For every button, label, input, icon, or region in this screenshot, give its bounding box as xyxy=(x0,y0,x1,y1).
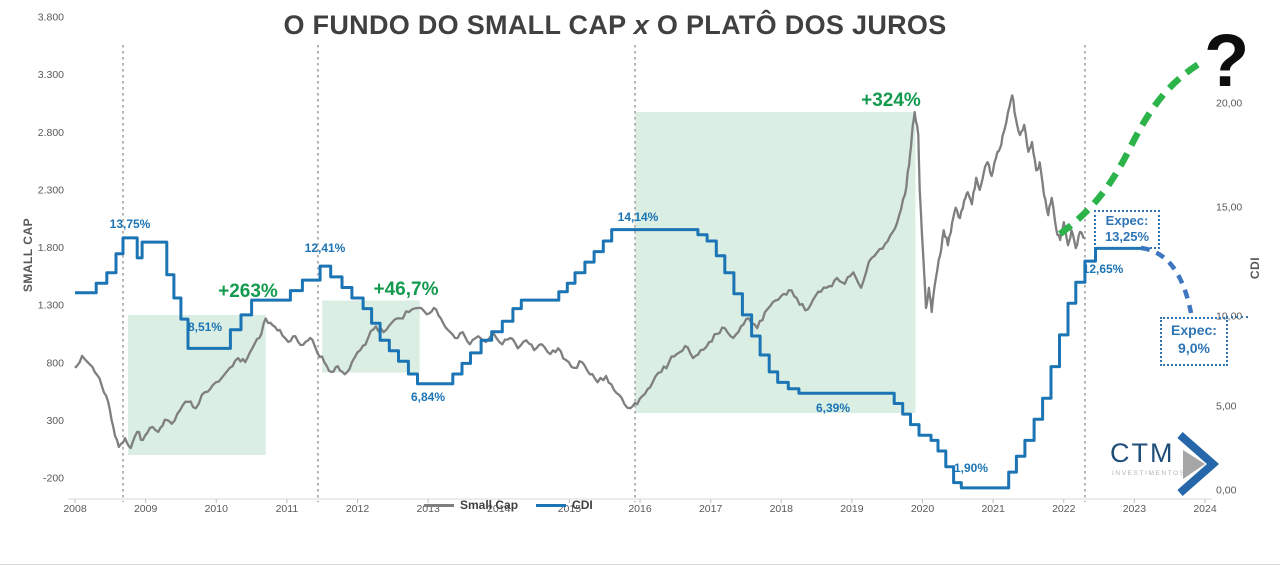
y-left-tick-label: 2.800 xyxy=(38,127,64,139)
expec-13-25-box: Expec: 13,25% xyxy=(1094,210,1160,249)
smallcap-series-line xyxy=(74,94,1086,450)
gain-annotation: +46,7% xyxy=(374,279,439,300)
y-right-tick-label: 10,00 xyxy=(1216,311,1242,323)
y-left-tick-label: 1.800 xyxy=(38,242,64,254)
x-tick-label: 2008 xyxy=(63,503,87,515)
x-tick-label: 2024 xyxy=(1193,503,1217,515)
smallcap-line-swatch xyxy=(424,503,454,507)
expec-now-value: 13,25% xyxy=(1104,229,1150,245)
cdi-line-swatch xyxy=(536,503,567,507)
smallcap-projection-dashed xyxy=(1058,59,1204,237)
y-right-tick-label: 5,00 xyxy=(1216,401,1237,413)
y-left-tick-label: 3.800 xyxy=(38,12,64,24)
chart-title-part2: O PLATÔ DOS JUROS xyxy=(649,10,947,40)
ctm-logo-subtext: INVESTIMENTOS xyxy=(1112,470,1186,477)
y-left-tick-label: -200 xyxy=(43,473,64,485)
y-left-tick-label: 300 xyxy=(46,415,64,427)
x-tick-label: 2010 xyxy=(205,503,229,515)
y-left-tick-label: 2.300 xyxy=(38,184,64,196)
cdi-rate-label: 14,14% xyxy=(618,210,659,224)
cdi-series-line xyxy=(75,228,1142,490)
cdi-rate-label: 12,41% xyxy=(305,241,346,255)
x-tick-label: 2020 xyxy=(911,503,935,515)
y-left-tick-label: 800 xyxy=(46,357,64,369)
cdi-rate-label: 8,51% xyxy=(188,320,222,334)
cdi-rate-label: 12,65% xyxy=(1083,262,1124,276)
cdi-rate-label: 6,39% xyxy=(816,401,850,415)
y-left-axis-title: SMALL CAP xyxy=(21,218,35,292)
gain-annotation: +324% xyxy=(861,90,921,111)
x-tick-label: 2022 xyxy=(1052,503,1076,515)
x-tick-label: 2009 xyxy=(134,503,158,515)
chart-legend: Small Cap CDI xyxy=(424,498,593,512)
y-right-tick-label: 15,00 xyxy=(1216,202,1242,214)
expec-now-label: Expec: xyxy=(1105,213,1149,228)
legend-item-cdi: CDI xyxy=(536,498,593,512)
ctm-logo-text: CTM xyxy=(1110,438,1175,468)
ctm-logo-chevron-icon xyxy=(1177,432,1220,497)
x-tick-label: 2021 xyxy=(981,503,1005,515)
x-tick-label: 2014 xyxy=(487,503,511,515)
y-left-tick-label: 3.300 xyxy=(38,69,64,81)
highlight-band-1 xyxy=(127,315,266,455)
expec-future-value: 9,0% xyxy=(1178,339,1210,356)
cdi-rate-label: 6,84% xyxy=(411,390,445,404)
y-right-tick-label: 0,00 xyxy=(1216,485,1237,497)
chart-title: O FUNDO DO SMALL CAP x O PLATÔ DOS JUROS xyxy=(190,10,1040,41)
chart-title-x: x xyxy=(633,10,650,40)
x-tick-label: 2011 xyxy=(276,503,299,515)
cdi-rate-label: 1,90% xyxy=(954,461,988,475)
x-tick-label: 2012 xyxy=(346,503,370,515)
y-right-tick-label: 20,00 xyxy=(1216,98,1242,110)
bottom-divider xyxy=(0,564,1280,565)
legend-item-smallcap: Small Cap xyxy=(424,498,518,512)
x-tick-label: 2017 xyxy=(699,503,723,515)
x-tick-label: 2018 xyxy=(770,503,794,515)
highlight-band-3 xyxy=(635,112,916,413)
cdi-projection-dashed xyxy=(1140,245,1194,314)
y-right-axis-title: CDI xyxy=(1248,257,1262,279)
y-left-tick-label: 1.300 xyxy=(38,300,64,312)
gain-annotation: +263% xyxy=(218,281,278,302)
expec-9-0-box: Expec: 9,0% xyxy=(1160,317,1228,366)
expec-future-label: Expec: xyxy=(1171,322,1217,338)
legend-label-cdi: CDI xyxy=(572,498,593,512)
x-tick-label: 2016 xyxy=(628,503,652,515)
question-mark-annotation: ? xyxy=(1204,19,1250,102)
x-tick-label: 2023 xyxy=(1123,503,1147,515)
cdi-rate-label: 13,75% xyxy=(110,217,151,231)
ctm-logo: CTM INVESTIMENTOS xyxy=(1106,432,1226,498)
legend-label-smallcap: Small Cap xyxy=(460,498,519,512)
chart-title-part1: O FUNDO DO SMALL CAP xyxy=(283,10,634,40)
x-tick-label: 2019 xyxy=(840,503,864,515)
